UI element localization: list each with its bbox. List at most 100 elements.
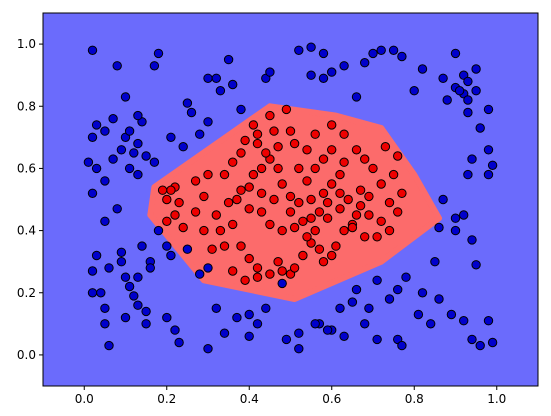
data-point xyxy=(261,303,271,313)
data-point xyxy=(360,154,370,164)
data-point xyxy=(174,197,184,208)
data-point xyxy=(87,288,98,298)
data-point xyxy=(269,126,279,136)
data-point xyxy=(331,241,341,251)
data-point xyxy=(459,316,469,326)
data-point xyxy=(298,250,308,261)
data-point xyxy=(463,95,473,105)
data-point xyxy=(100,319,110,329)
data-point xyxy=(236,185,246,195)
data-point xyxy=(273,257,283,267)
data-point xyxy=(446,309,457,320)
y-tick-label: 0.0 xyxy=(17,348,36,362)
data-point xyxy=(273,163,283,174)
data-point xyxy=(219,328,230,338)
data-point xyxy=(141,306,151,317)
data-point xyxy=(100,303,110,313)
data-point xyxy=(232,312,242,323)
data-point xyxy=(347,222,358,233)
x-tick-label: 0.6 xyxy=(322,392,341,406)
data-point xyxy=(360,58,370,68)
data-point xyxy=(244,309,254,320)
data-point xyxy=(166,250,176,261)
data-point xyxy=(265,67,275,77)
data-point xyxy=(327,67,337,77)
data-point xyxy=(277,266,287,276)
data-point xyxy=(219,169,230,180)
data-point xyxy=(310,319,320,329)
data-point xyxy=(256,163,267,174)
data-point xyxy=(116,145,127,155)
data-point xyxy=(483,316,494,326)
data-point xyxy=(368,48,378,59)
data-point xyxy=(314,207,325,217)
data-point xyxy=(360,232,370,242)
data-point xyxy=(182,244,193,254)
data-point xyxy=(351,284,362,295)
data-point xyxy=(256,207,267,217)
data-point xyxy=(248,169,259,180)
data-point xyxy=(162,194,172,205)
data-point xyxy=(450,213,461,223)
data-point xyxy=(87,188,98,199)
data-point xyxy=(91,120,102,130)
data-point xyxy=(199,191,209,202)
data-point xyxy=(166,185,176,195)
data-point xyxy=(327,120,337,130)
data-point xyxy=(430,257,440,267)
data-point xyxy=(289,222,300,233)
data-point xyxy=(265,269,275,279)
data-point xyxy=(285,191,296,202)
data-point xyxy=(223,54,234,65)
data-point xyxy=(277,225,287,236)
data-point xyxy=(322,213,333,223)
data-point xyxy=(306,42,316,52)
data-point xyxy=(322,197,333,208)
data-point xyxy=(483,104,494,115)
data-point xyxy=(203,117,213,127)
data-point xyxy=(347,297,358,307)
data-point xyxy=(104,340,114,351)
data-point xyxy=(483,169,494,180)
data-point xyxy=(203,344,213,354)
data-point xyxy=(240,135,250,146)
series-1 xyxy=(157,104,407,285)
data-point xyxy=(236,241,246,251)
data-point xyxy=(261,148,271,158)
data-point xyxy=(302,232,312,242)
data-point xyxy=(364,191,374,202)
data-point xyxy=(240,275,250,285)
plot-content xyxy=(43,13,538,386)
data-point xyxy=(228,157,238,167)
data-point xyxy=(91,163,102,174)
data-point xyxy=(294,344,304,354)
data-point xyxy=(310,129,320,139)
y-tick-label: 0.8 xyxy=(17,99,36,113)
data-point xyxy=(166,132,176,143)
x-tick-label: 0.8 xyxy=(405,392,424,406)
data-point xyxy=(397,51,407,62)
data-point xyxy=(190,207,201,217)
data-point xyxy=(199,225,209,236)
data-point xyxy=(302,176,312,186)
data-point xyxy=(273,142,283,152)
data-point xyxy=(426,319,436,329)
data-point xyxy=(388,169,399,180)
data-point xyxy=(368,163,378,174)
data-point xyxy=(302,145,312,155)
data-point xyxy=(108,114,118,124)
data-point xyxy=(397,340,407,351)
data-point xyxy=(327,179,337,189)
data-point xyxy=(463,169,473,180)
data-point xyxy=(467,154,477,164)
data-point xyxy=(364,303,374,313)
data-point xyxy=(294,163,304,174)
data-point xyxy=(318,154,329,164)
data-point xyxy=(232,194,242,205)
data-point xyxy=(327,145,337,155)
data-point xyxy=(252,138,263,149)
data-point xyxy=(120,312,131,323)
data-point xyxy=(459,210,469,220)
data-point xyxy=(190,176,201,186)
x-tick-label: 0.4 xyxy=(240,392,259,406)
